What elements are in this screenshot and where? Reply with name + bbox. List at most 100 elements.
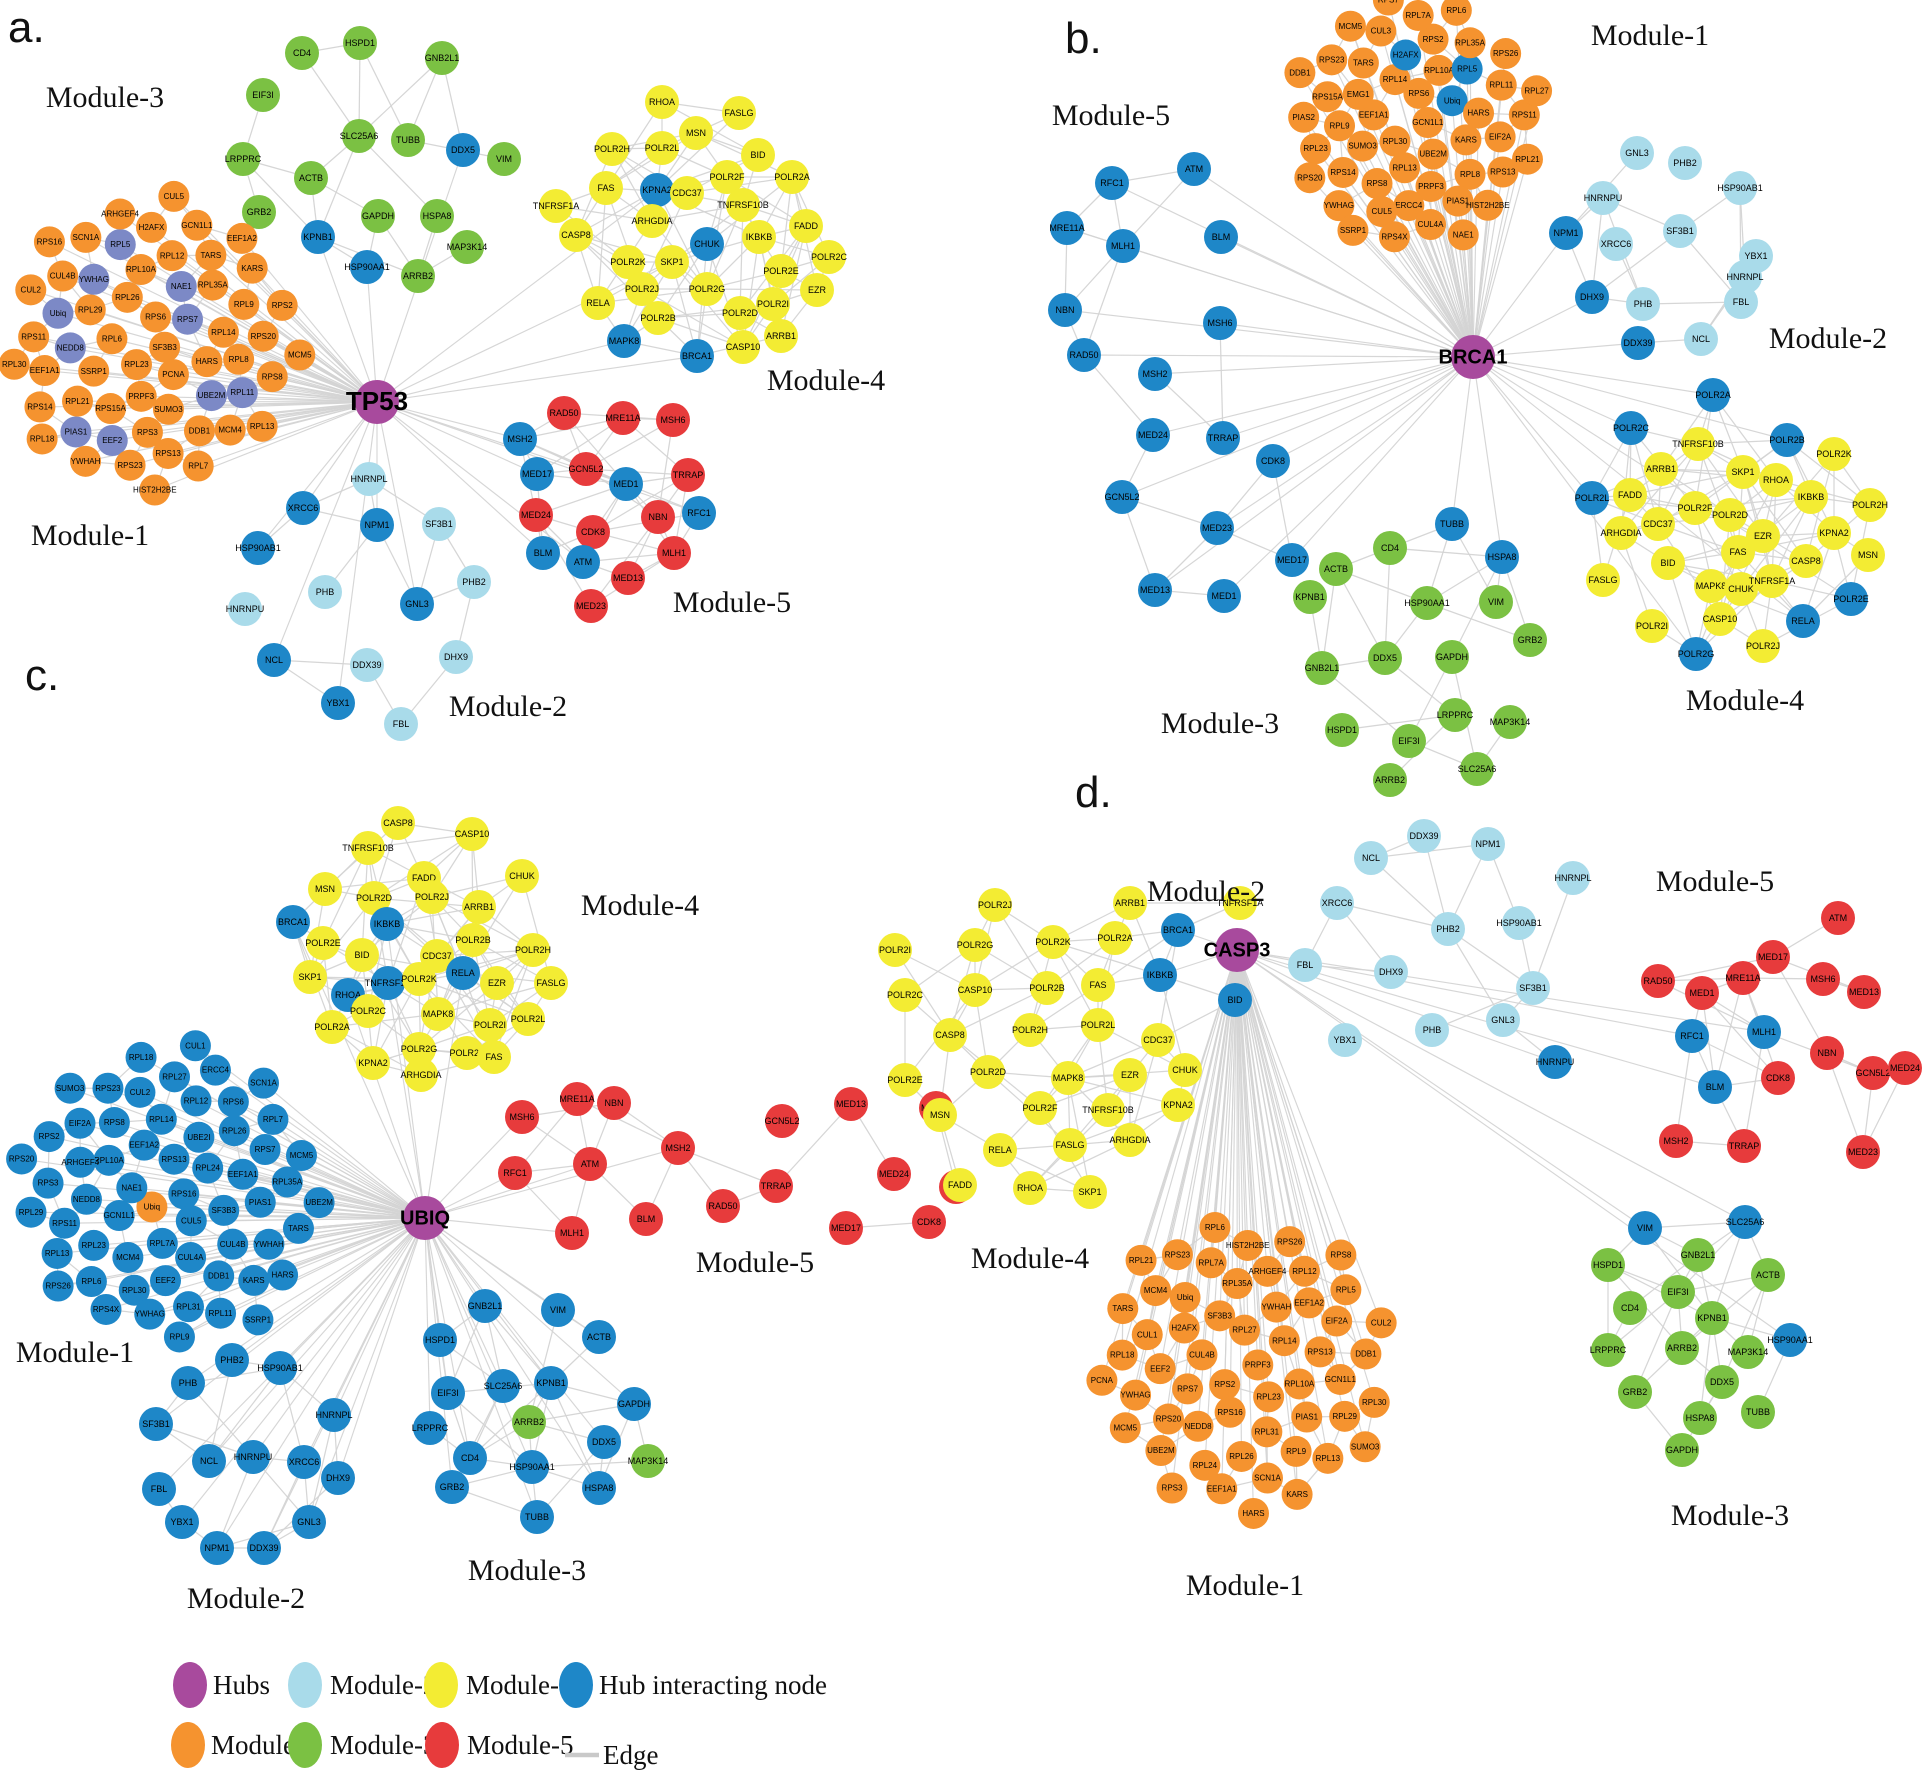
node-POLR2F	[1678, 491, 1712, 525]
node-RPL27	[1521, 75, 1553, 107]
node-label-HNRNPL: HNRNPL	[1726, 272, 1763, 282]
node-label-KPNB1: KPNB1	[536, 1378, 566, 1388]
edge	[1193, 168, 1474, 358]
edge	[331, 1013, 439, 1028]
node-label-TNFRSF10B: TNFRSF10B	[1672, 439, 1724, 449]
edge	[376, 401, 521, 440]
edge	[376, 189, 658, 403]
node-label-Ubiq: Ubiq	[50, 309, 66, 318]
node-IKBKB	[742, 220, 776, 254]
edge	[366, 266, 378, 403]
node-label-RPL21: RPL21	[1129, 1256, 1154, 1265]
node-CDC37	[420, 939, 454, 973]
node-label-NEDD8: NEDD8	[1184, 1422, 1212, 1431]
node-label-NPM1: NPM1	[204, 1543, 229, 1553]
node-HSP90AA1	[1773, 1323, 1807, 1357]
edge	[1826, 1052, 1864, 1153]
node-SLC25A6	[1460, 752, 1494, 786]
node-GNB2L1	[468, 1289, 502, 1323]
node-ACTB	[294, 161, 328, 195]
node-PRPF3	[125, 380, 157, 412]
node-PHB	[308, 575, 342, 609]
node-FBL	[1288, 948, 1322, 982]
node-NEDD8	[1182, 1410, 1214, 1442]
node-label-MRE11A: MRE11A	[559, 1094, 594, 1104]
edge	[242, 158, 319, 238]
edge	[424, 1217, 605, 1443]
node-GCN1L1	[1324, 1363, 1356, 1395]
node-HNRNPU	[1586, 181, 1620, 215]
module-label-a-Module-4: Module-4	[767, 364, 885, 397]
node-RPS6	[217, 1086, 249, 1118]
node-label-EZR: EZR	[1121, 1070, 1140, 1080]
node-RPL31	[173, 1291, 205, 1323]
node-label-SSRP1: SSRP1	[81, 367, 108, 376]
module-label-c-Module-4: Module-4	[581, 889, 699, 922]
node-CUL2	[15, 274, 47, 306]
edge	[424, 1217, 431, 1429]
node-label-ATM: ATM	[581, 1159, 599, 1169]
node-label-TRRAP: TRRAP	[761, 1181, 792, 1191]
node-label-HNRNPU: HNRNPU	[1584, 193, 1623, 203]
node-EEF1A2	[226, 222, 258, 254]
node-label-RPL6: RPL6	[81, 1277, 102, 1286]
node-label-NAE1: NAE1	[171, 282, 192, 291]
node-label-KPNB1: KPNB1	[1295, 592, 1325, 602]
node-label-VIM: VIM	[496, 154, 512, 164]
node-label-ATM: ATM	[1829, 913, 1847, 923]
node-label-RPL5: RPL5	[110, 240, 131, 249]
node-EEF1A1	[1206, 1473, 1238, 1505]
node-PRPF3	[1415, 170, 1447, 202]
node-label-PRPF3: PRPF3	[1245, 1361, 1271, 1370]
node-label-POLR2I: POLR2I	[879, 945, 911, 955]
node-label-RPL8: RPL8	[229, 355, 250, 364]
node-CDC37	[1141, 1023, 1175, 1057]
module-label-a-Module-5: Module-5	[673, 586, 791, 619]
node-ATM	[566, 545, 600, 579]
node-label-PIAS1: PIAS1	[1447, 197, 1470, 206]
node-ATM	[1177, 152, 1211, 186]
node-SSRP1	[242, 1304, 274, 1336]
node-KARS	[1450, 124, 1482, 156]
edge	[333, 1217, 426, 1416]
node-label-POLR2A: POLR2A	[774, 172, 810, 182]
node-label-CUL5: CUL5	[1372, 207, 1393, 216]
node-MSH6	[1806, 962, 1840, 996]
node-FAS	[477, 1040, 511, 1074]
node-label-RFC1: RFC1	[1100, 178, 1124, 188]
node-label-SKP1: SKP1	[660, 257, 683, 267]
node-NPM1	[200, 1531, 234, 1565]
edge	[1321, 667, 1410, 742]
node-RPL29	[1329, 1400, 1361, 1432]
node-MED17	[1275, 543, 1309, 577]
hub-node-UBIQ	[403, 1196, 447, 1240]
edge	[493, 949, 534, 1058]
node-label-HNRNPU: HNRNPU	[226, 604, 265, 614]
node-YWHAG	[1323, 190, 1355, 222]
node-label-RPS3: RPS3	[1162, 1484, 1183, 1493]
edge	[1236, 949, 1765, 1033]
node-GNB2L1	[425, 41, 459, 75]
edge	[376, 340, 625, 403]
legend-label-module-3: Module-3	[330, 1730, 436, 1760]
node-FASLG	[1586, 563, 1620, 597]
node-label-UBE2I: UBE2I	[187, 1133, 210, 1142]
node-ARRB2	[512, 1405, 546, 1439]
node-label-RPL29: RPL29	[19, 1208, 44, 1217]
node-label-GNL3: GNL3	[1491, 1015, 1515, 1025]
node-BLM	[526, 536, 560, 570]
node-MED24	[877, 1157, 911, 1191]
edge	[1694, 496, 1812, 509]
node-label-FAS: FAS	[597, 183, 614, 193]
edge	[641, 288, 744, 348]
node-label-PRPF3: PRPF3	[1418, 182, 1444, 191]
node-BID	[1651, 546, 1685, 580]
node-label-MCM5: MCM5	[290, 1151, 314, 1160]
legend-swatch-hubs	[173, 1662, 207, 1708]
node-label-RPL24: RPL24	[1193, 1461, 1218, 1470]
node-RPL5	[1330, 1274, 1362, 1306]
node-label-ARRB2: ARRB2	[1667, 1343, 1697, 1353]
edge	[347, 994, 426, 1219]
node-label-HSPA8: HSPA8	[585, 1483, 614, 1493]
